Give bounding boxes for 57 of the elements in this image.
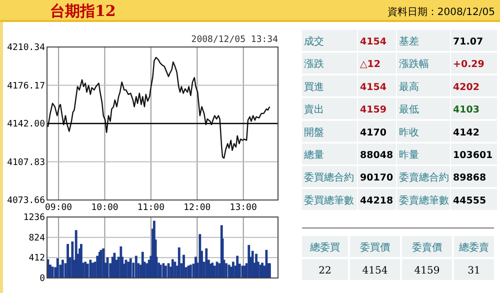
text: 成交 bbox=[304, 36, 324, 48]
text: 委賣總合約 bbox=[399, 172, 449, 184]
chart-title: 台期指12 bbox=[50, 2, 116, 20]
text: 4154 bbox=[362, 266, 388, 276]
text: 買進 bbox=[304, 80, 324, 93]
y-tick-label: 1236 bbox=[23, 213, 45, 223]
text: 88048 bbox=[360, 150, 394, 161]
y-tick-label: 4210.34 bbox=[7, 43, 45, 53]
text: 賣出 bbox=[304, 104, 324, 116]
text: +0.29 bbox=[453, 59, 484, 70]
text: 4154 bbox=[360, 82, 387, 93]
y-tick-label: 412 bbox=[28, 254, 45, 264]
chart-subtitle: 2008/12/05 13:34 bbox=[191, 35, 278, 45]
text: 總委賣 bbox=[458, 242, 489, 254]
y-tick-label: 4107.83 bbox=[7, 158, 45, 168]
y-tick-label: 4176.17 bbox=[7, 81, 45, 92]
y-tick-label: 4073.66 bbox=[7, 196, 45, 206]
text: 4103 bbox=[453, 104, 480, 116]
text: 開盤 bbox=[304, 126, 324, 138]
text: 31 bbox=[468, 266, 480, 276]
text: 漲跌幅 bbox=[399, 58, 429, 70]
x-tick-label: 10:00 bbox=[91, 203, 118, 213]
text: 4202 bbox=[453, 82, 480, 93]
text: 103601 bbox=[453, 150, 493, 161]
text: △12 bbox=[360, 59, 381, 70]
text: 44218 bbox=[360, 195, 394, 206]
y-tick-label: 4142.00 bbox=[7, 120, 45, 130]
text: 昨量 bbox=[399, 149, 419, 161]
text: 4159 bbox=[414, 266, 440, 276]
x-tick-label: 09:00 bbox=[45, 203, 72, 213]
text: 總委買 bbox=[309, 242, 340, 254]
text: 4170 bbox=[360, 127, 387, 138]
text: 89868 bbox=[453, 172, 486, 184]
text: 最低 bbox=[399, 104, 419, 116]
text: 委買價 bbox=[360, 242, 390, 254]
text: 總量 bbox=[303, 149, 324, 161]
text: 44555 bbox=[453, 195, 486, 206]
text: 昨收 bbox=[399, 126, 419, 138]
text: 71.07 bbox=[453, 36, 484, 48]
y-tick-label: 0 bbox=[40, 274, 45, 284]
x-tick-label: 12:00 bbox=[184, 203, 211, 213]
text: 4142 bbox=[453, 127, 480, 138]
text: 委買總合約 bbox=[304, 172, 354, 184]
text: 委買總筆數 bbox=[304, 194, 354, 206]
text: 4159 bbox=[360, 104, 386, 116]
text: 基差 bbox=[399, 36, 419, 48]
text: 最高 bbox=[399, 80, 419, 93]
text: 90170 bbox=[360, 172, 394, 184]
text: 22 bbox=[318, 266, 332, 276]
x-tick-label: 13:00 bbox=[230, 203, 257, 213]
y-tick-label: 824 bbox=[28, 233, 45, 244]
x-tick-label: 11:00 bbox=[137, 203, 164, 213]
text: 4154 bbox=[360, 36, 387, 48]
text: 漲跌 bbox=[304, 58, 324, 70]
text: 委賣價 bbox=[412, 242, 442, 254]
text: 委賣總筆數 bbox=[399, 194, 449, 206]
text: 資料日期：2008/12/05 bbox=[387, 6, 495, 18]
